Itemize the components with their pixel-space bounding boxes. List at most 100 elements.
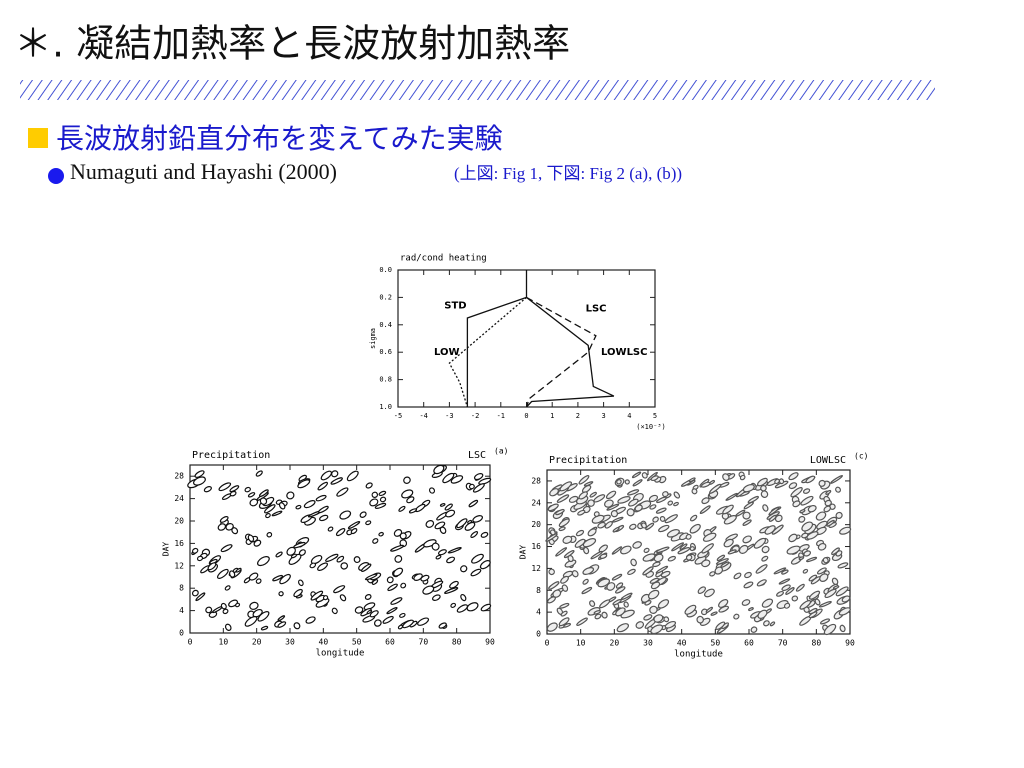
contour-blob bbox=[677, 547, 691, 555]
contour-blob bbox=[257, 556, 270, 567]
contour-blob bbox=[742, 535, 752, 544]
contour-blob bbox=[642, 566, 654, 576]
contour-blob bbox=[333, 585, 346, 594]
panel-title: Precipitation bbox=[192, 450, 270, 461]
contour-blob bbox=[648, 494, 659, 503]
contour-blob bbox=[264, 504, 276, 514]
contour-blob bbox=[456, 518, 468, 529]
contour-blob bbox=[331, 607, 338, 615]
x-tick-label: -1 bbox=[497, 412, 505, 420]
contour-blob bbox=[581, 586, 593, 595]
x-tick-label: 0 bbox=[524, 412, 528, 420]
contour-blob bbox=[205, 606, 213, 614]
contour-blob bbox=[824, 499, 832, 507]
contour-blob bbox=[771, 524, 784, 535]
contour-blob bbox=[655, 546, 670, 554]
contour-blob bbox=[795, 583, 805, 592]
contour-blob bbox=[705, 606, 714, 613]
contour-blob bbox=[222, 608, 229, 615]
contour-blob bbox=[750, 626, 758, 633]
contour-blob bbox=[611, 546, 623, 555]
y-tick-label: 0.0 bbox=[379, 266, 392, 274]
contour-blob bbox=[837, 562, 849, 569]
contour-blob bbox=[587, 499, 595, 507]
contour-blob bbox=[472, 515, 484, 523]
contour-blob bbox=[479, 560, 491, 570]
contour-blob bbox=[808, 608, 818, 615]
contour-blob bbox=[689, 546, 695, 552]
contour-blob bbox=[191, 547, 199, 554]
x-tick-label: 90 bbox=[485, 638, 495, 647]
contour-blob bbox=[689, 523, 701, 534]
contour-blob bbox=[406, 496, 415, 504]
contour-blob bbox=[293, 542, 306, 549]
x-tick-label: 5 bbox=[653, 412, 657, 420]
y-tick-label: 4 bbox=[536, 608, 541, 617]
contour-blob bbox=[468, 483, 475, 490]
contour-blob bbox=[286, 491, 295, 500]
contour-blob bbox=[379, 496, 387, 503]
y-tick-label: 0.2 bbox=[379, 293, 392, 301]
x-tick-label: 60 bbox=[744, 639, 754, 648]
contour-blob bbox=[818, 479, 826, 487]
contour-blob bbox=[831, 577, 839, 586]
contour-blob bbox=[450, 475, 464, 484]
contour-blob bbox=[582, 578, 589, 585]
contour-blob bbox=[623, 601, 629, 608]
y-axis-label: sigma bbox=[369, 328, 377, 349]
panel-tag: (a) bbox=[494, 447, 508, 456]
contour-blob bbox=[581, 484, 592, 494]
contour-blob bbox=[317, 562, 328, 571]
contour-blob bbox=[702, 532, 717, 542]
contour-blob bbox=[671, 542, 685, 552]
contour-blob bbox=[839, 526, 852, 535]
contour-blob bbox=[715, 558, 729, 565]
contour-blob bbox=[191, 589, 199, 597]
contour-blob bbox=[805, 475, 816, 484]
contour-blob bbox=[431, 594, 441, 602]
contour-blob bbox=[742, 484, 755, 493]
contour-blob bbox=[627, 489, 640, 496]
contour-blob bbox=[247, 492, 256, 498]
contour-blob bbox=[211, 606, 223, 614]
contour-blob bbox=[386, 607, 398, 615]
contour-blob bbox=[776, 590, 785, 597]
contour-blob bbox=[599, 553, 608, 559]
contour-blob bbox=[220, 544, 233, 553]
contour-blob bbox=[832, 585, 840, 590]
contour-blob bbox=[365, 520, 372, 526]
contour-blob bbox=[229, 485, 240, 493]
contour-blob bbox=[556, 494, 570, 503]
x-tick-label: 40 bbox=[319, 638, 329, 647]
contour-blob bbox=[433, 464, 445, 475]
contour-blob bbox=[360, 563, 372, 572]
contour-blob bbox=[611, 573, 623, 581]
contour-blob bbox=[558, 518, 570, 528]
contour-blob bbox=[439, 503, 446, 507]
contour-blob bbox=[679, 543, 688, 550]
series-line bbox=[466, 296, 527, 407]
contour-blob bbox=[768, 514, 777, 522]
contour-blob bbox=[643, 614, 653, 621]
bullet-text: 長波放射鉛直分布を変えてみた実験 bbox=[56, 122, 503, 155]
chart-title: rad/cond heating bbox=[400, 254, 487, 264]
contour-blob bbox=[641, 522, 647, 529]
x-tick-label: -5 bbox=[394, 412, 402, 420]
contour-blob bbox=[781, 569, 789, 575]
contour-blob bbox=[438, 622, 447, 629]
bullet-square bbox=[28, 128, 48, 148]
contour-blob bbox=[582, 538, 597, 548]
contour-blob bbox=[629, 523, 637, 530]
contour-blob bbox=[685, 533, 692, 540]
contour-blob bbox=[650, 624, 664, 635]
contour-blob bbox=[434, 521, 446, 530]
y-tick-label: 8 bbox=[536, 586, 541, 595]
contour-blob bbox=[371, 491, 379, 498]
y-tick-label: 4 bbox=[179, 606, 184, 615]
contour-blob bbox=[761, 598, 774, 608]
contour-blob bbox=[817, 542, 827, 551]
contour-blob bbox=[635, 621, 645, 629]
contour-blob bbox=[816, 567, 827, 575]
contour-blob bbox=[632, 479, 643, 487]
